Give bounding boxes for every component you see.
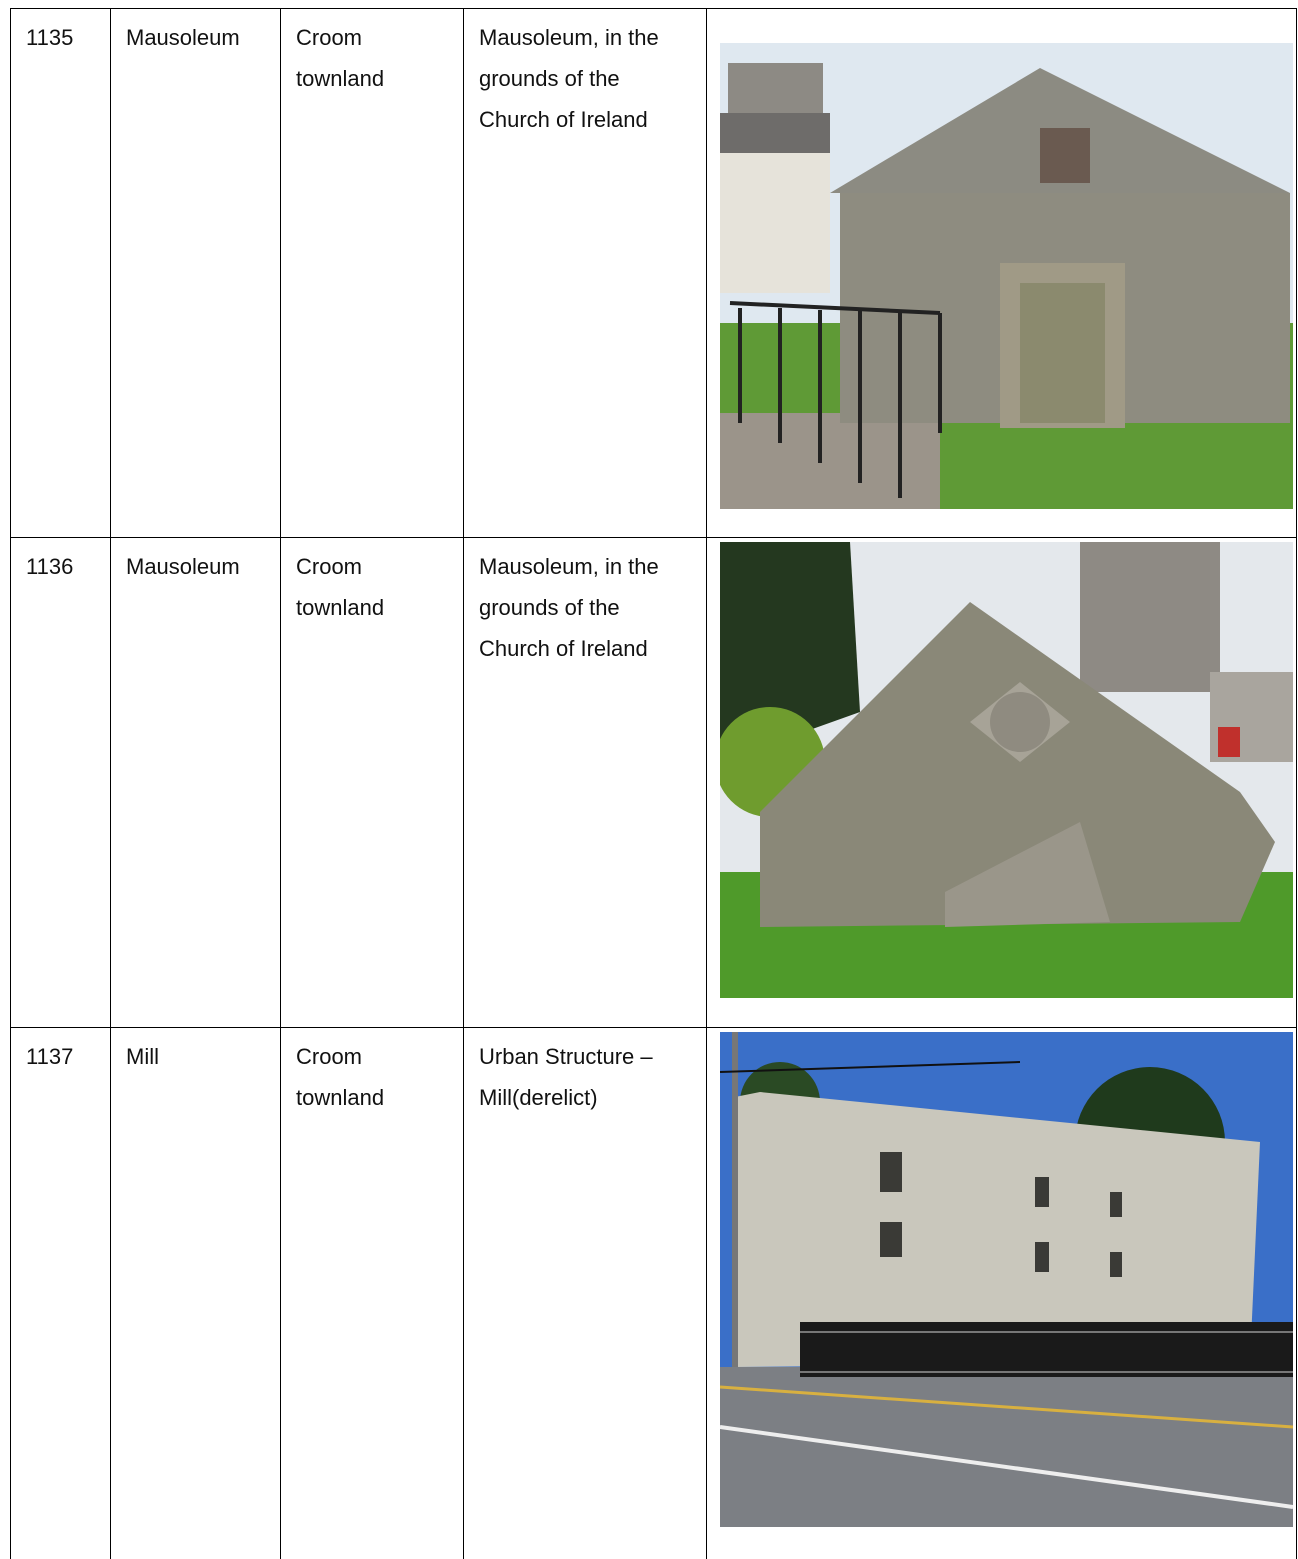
- record-id: 1137: [26, 1044, 74, 1069]
- location: Croom townland: [296, 1044, 385, 1110]
- description: Mausoleum, in the grounds of the Church …: [479, 554, 659, 661]
- cell: 1135: [10, 8, 111, 538]
- cell: Mausoleum: [110, 8, 281, 538]
- cell: Mill: [110, 1027, 281, 1559]
- record-id: 1136: [26, 554, 74, 579]
- cell: Croom townland: [280, 8, 464, 538]
- photo-mausoleum: [720, 43, 1293, 509]
- table-row: 1137 Mill Croom townland Urban Structure…: [10, 1027, 1297, 1559]
- cell: Mausoleum: [110, 537, 281, 1028]
- structure-type: Mausoleum: [126, 554, 240, 579]
- structure-type: Mausoleum: [126, 25, 240, 50]
- location: Croom townland: [296, 554, 385, 620]
- photo-mill: [720, 1032, 1293, 1527]
- table-row: 1136 Mausoleum Croom townland Mausoleum,…: [10, 537, 1297, 1028]
- location: Croom townland: [296, 25, 385, 91]
- description: Urban Structure – Mill(derelict): [479, 1044, 653, 1110]
- cell: 1137: [10, 1027, 111, 1559]
- cell: Croom townland: [280, 1027, 464, 1559]
- cell: Mausoleum, in the grounds of the Church …: [463, 8, 707, 538]
- description: Mausoleum, in the grounds of the Church …: [479, 25, 659, 132]
- cell: [706, 537, 1297, 1028]
- cell: Urban Structure – Mill(derelict): [463, 1027, 707, 1559]
- heritage-table: 1135 Mausoleum Croom townland Mausoleum,…: [10, 8, 1297, 1559]
- cell: [706, 1027, 1297, 1559]
- table-row: 1135 Mausoleum Croom townland Mausoleum,…: [10, 8, 1297, 538]
- record-id: 1135: [26, 25, 74, 50]
- cell: 1136: [10, 537, 111, 1028]
- cell: Mausoleum, in the grounds of the Church …: [463, 537, 707, 1028]
- cell: Croom townland: [280, 537, 464, 1028]
- photo-mausoleum-ruin: [720, 542, 1293, 998]
- cell: [706, 8, 1297, 538]
- structure-type: Mill: [126, 1044, 159, 1069]
